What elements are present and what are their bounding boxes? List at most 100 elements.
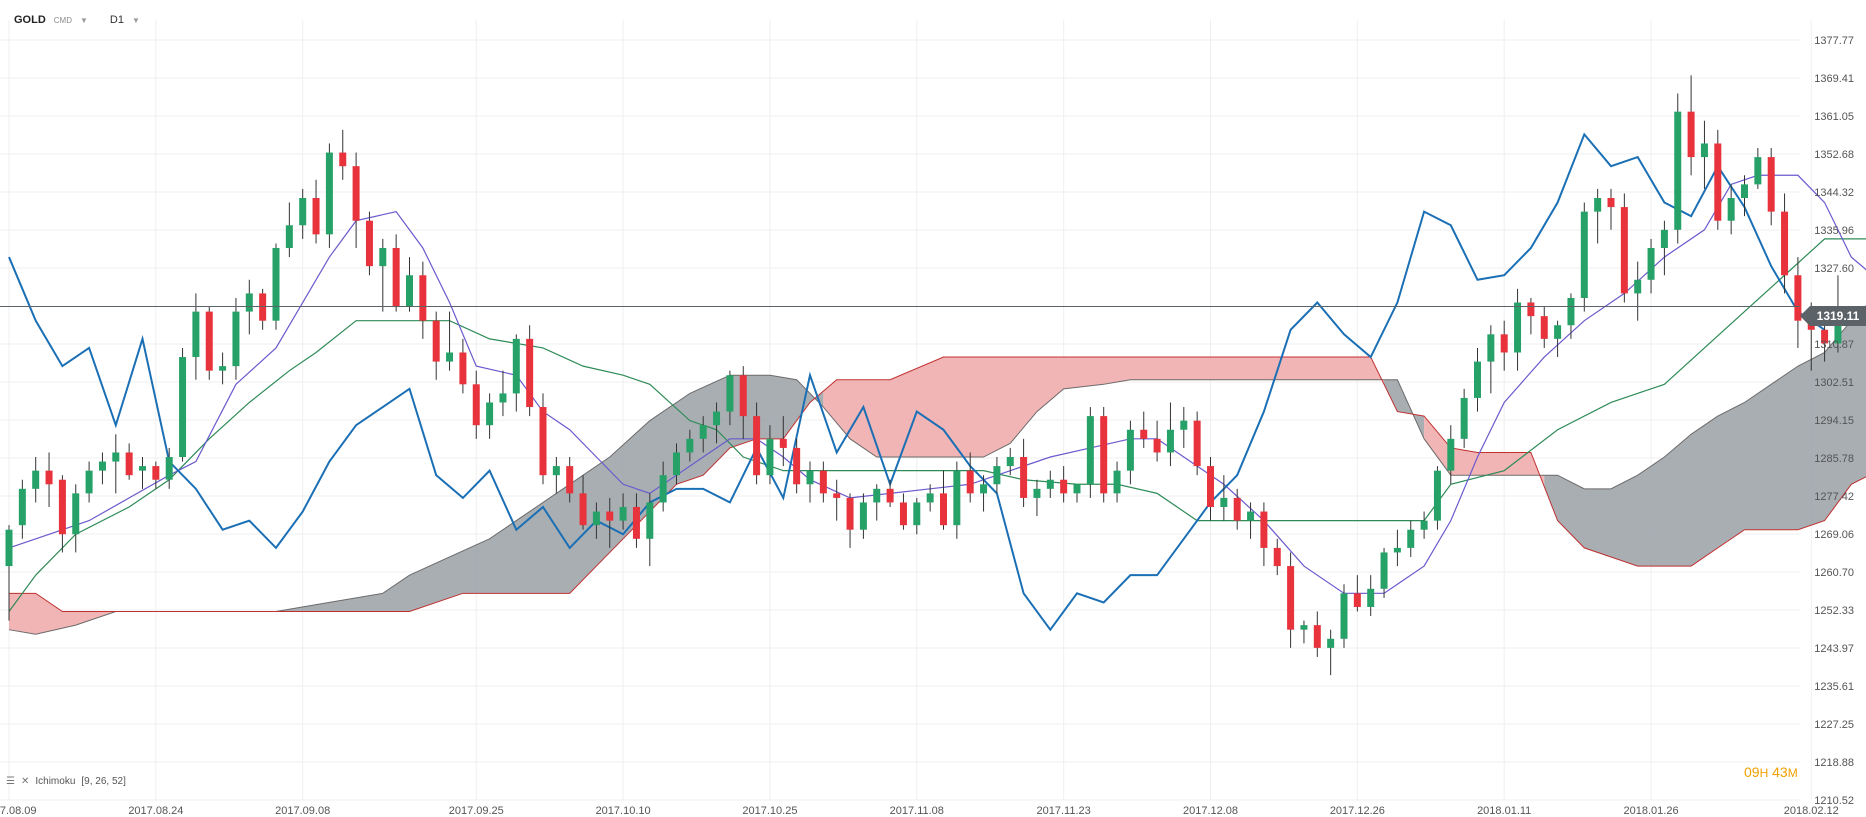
bullish-candle [1433, 466, 1441, 530]
candle-body [566, 466, 574, 494]
candle-body [1420, 520, 1428, 530]
bearish-candle [45, 452, 53, 507]
candle-body [1140, 429, 1148, 439]
cloud-bullish-segment [1544, 305, 1866, 567]
candle-body [1353, 593, 1361, 607]
candle-body [592, 511, 600, 526]
candle-body [406, 275, 413, 308]
bullish-candle [1380, 547, 1388, 598]
candle-body [993, 466, 1001, 485]
bearish-candle [886, 479, 894, 507]
bearish-candle [1540, 307, 1548, 348]
bullish-candle [1393, 529, 1401, 567]
candle-body [1674, 111, 1682, 230]
countdown-minutes: 43 [1772, 764, 1788, 780]
bearish-candle [819, 461, 827, 503]
candle-body [139, 466, 146, 471]
candle-body [312, 197, 320, 235]
y-tick-label: 1210.52 [1814, 795, 1854, 807]
candle-body [1060, 479, 1068, 494]
x-tick-label: 2017.08.09 [0, 805, 37, 817]
x-tick-label: 2018.01.26 [1624, 805, 1679, 817]
bearish-candle [1313, 611, 1321, 657]
bullish-candle [512, 334, 520, 412]
symbol-selector[interactable]: GOLD [14, 14, 46, 26]
chevron-down-icon[interactable]: ▼ [80, 15, 88, 25]
bearish-candle [1140, 411, 1148, 448]
bearish-candle [205, 307, 213, 380]
candle-body [1620, 207, 1628, 294]
bearish-candle [579, 475, 587, 530]
indicator-name: Ichimoku [35, 776, 76, 787]
timeframe-selector[interactable]: D1 [109, 14, 124, 26]
candle-body [325, 152, 333, 235]
candle-body [726, 375, 734, 412]
candle-body [1647, 247, 1655, 280]
bullish-candle [499, 370, 507, 417]
bearish-candle [259, 288, 267, 330]
candle-body [766, 438, 774, 476]
y-tick-label: 1369.41 [1814, 73, 1854, 85]
bullish-candle [646, 493, 654, 567]
bearish-candle [312, 179, 320, 244]
candle-body [1020, 457, 1028, 498]
bullish-candle [232, 297, 240, 380]
bullish-candle [673, 443, 680, 485]
bearish-candle [1781, 193, 1789, 294]
candle-body [1794, 275, 1802, 321]
bullish-candle [980, 475, 988, 512]
bullish-candle [592, 502, 600, 539]
time-axis[interactable]: 2017.08.09 2017.08.24 2017.09.08 2017.09.25… [0, 805, 1866, 817]
bullish-candle [1447, 425, 1455, 485]
bearish-candle [1153, 420, 1161, 462]
bullish-candle [1327, 629, 1335, 676]
candle-body [886, 488, 894, 503]
bullish-candle [406, 257, 413, 312]
candle-body [1180, 420, 1188, 430]
x-tick-label: 2017.09.25 [449, 805, 504, 817]
bearish-candle [432, 311, 440, 380]
candle-body [125, 452, 133, 476]
chevron-down-icon[interactable]: ▼ [131, 15, 140, 25]
bearish-candle [125, 443, 133, 480]
bearish-candle [833, 479, 841, 521]
y-tick-label: 1285.78 [1814, 453, 1854, 465]
bullish-candle [32, 457, 40, 503]
x-tick-label: 2017.08.24 [128, 805, 183, 817]
candle-body [1727, 197, 1735, 221]
gridlines [0, 20, 1812, 801]
countdown-hours-unit: H [1759, 766, 1769, 780]
menu-icon[interactable]: ☰ [6, 776, 15, 787]
y-tick-label: 1335.96 [1814, 225, 1854, 237]
bullish-candle [1086, 407, 1094, 498]
bullish-candle [659, 461, 667, 512]
bullish-candle [1660, 220, 1668, 276]
bullish-candle [1567, 293, 1575, 339]
y-tick-label: 1227.25 [1814, 719, 1854, 731]
exchange-label: CMD [53, 15, 72, 25]
bullish-candle [1166, 402, 1174, 467]
candle-body [45, 470, 53, 485]
candle-body [526, 338, 534, 408]
close-icon[interactable]: ✕ [20, 776, 30, 787]
cloud-bearish-segment [9, 593, 116, 635]
bullish-candle [1474, 347, 1481, 412]
candle-body [940, 493, 947, 526]
candle-body [379, 247, 387, 267]
y-tick-label: 1310.87 [1814, 339, 1854, 351]
bullish-candle [272, 243, 280, 330]
candle-body [432, 320, 440, 362]
bearish-candle [1767, 148, 1775, 226]
bullish-candle [1033, 479, 1041, 517]
candle-body [1607, 197, 1615, 208]
candle-body [232, 311, 240, 367]
bullish-candle [1113, 461, 1121, 503]
price-axis[interactable]: 1377.77 1369.41 1361.05 1352.68 1344.32 1335.… [1814, 35, 1854, 807]
candle-body [1754, 157, 1762, 185]
bearish-candle [1620, 193, 1628, 303]
bullish-candle [379, 238, 387, 312]
candle-body [739, 375, 747, 417]
bearish-candle [419, 261, 427, 339]
